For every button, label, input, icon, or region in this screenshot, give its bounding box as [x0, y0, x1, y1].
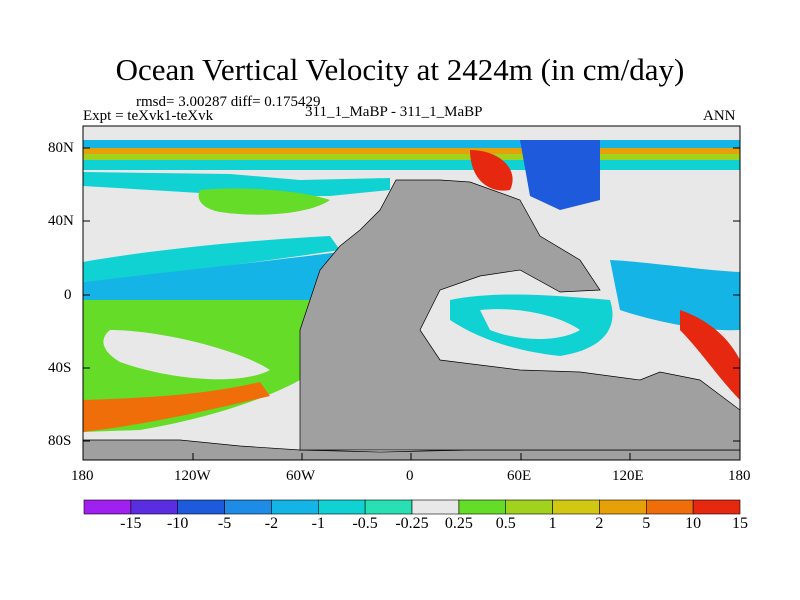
- colorbar-swatch: [692, 499, 741, 515]
- southern-ocean-warm: [83, 382, 270, 432]
- north-pacific-green: [198, 188, 330, 215]
- lat-label-80n: 80N: [48, 140, 74, 156]
- colorbar-label: 2: [595, 515, 604, 532]
- colorbar-swatch: [317, 499, 366, 515]
- lat-label-40n: 40N: [48, 213, 74, 229]
- lon-label-120e: 120E: [612, 468, 644, 484]
- colorbar-label: 10: [685, 515, 702, 532]
- continents-land: [299, 179, 740, 451]
- colorbar-swatch: [364, 499, 413, 515]
- lon-label-180e: 180: [728, 468, 751, 484]
- colorbar-label: -15: [120, 515, 142, 532]
- north-pacific-patch: [83, 172, 390, 196]
- colorbar-swatch: [505, 499, 553, 515]
- colorbar-label: -2: [264, 515, 279, 532]
- colorbar-label: -10: [167, 515, 189, 532]
- atlantic-red: [470, 150, 513, 191]
- colorbar-label: 0.5: [495, 515, 516, 532]
- experiment-label: Expt = teXvk1-teXvk: [83, 108, 214, 124]
- pacific-east-red: [680, 310, 740, 400]
- lat-label-80s: 80S: [48, 433, 72, 449]
- page-title: Ocean Vertical Velocity at 2424m (in cm/…: [115, 52, 685, 87]
- lon-label-120w: 120W: [174, 468, 211, 484]
- lat-label-40s: 40S: [48, 360, 72, 376]
- equatorial-pacific-blue: [83, 252, 340, 300]
- lon-label-60w: 60W: [286, 468, 316, 484]
- indian-ocean-calm: [480, 309, 580, 339]
- map-field: [83, 140, 740, 460]
- colorbar-swatch: [130, 499, 179, 515]
- colorbar-label: -0.5: [352, 515, 378, 532]
- case-label: 311_1_MaBP - 311_1_MaBP: [305, 104, 483, 120]
- colorbar-swatch: [599, 499, 647, 515]
- lat-label-0: 0: [64, 287, 72, 303]
- arctic-atlantic-blue: [520, 140, 600, 210]
- colorbar-label: -5: [217, 515, 232, 532]
- colorbar-swatch: [271, 499, 319, 515]
- colorbar-swatch: [224, 499, 272, 515]
- colorbar-label: 0.25: [444, 515, 473, 532]
- lon-label-180w: 180: [71, 468, 94, 484]
- axis-ticks: [82, 147, 741, 460]
- colorbar: [83, 499, 741, 515]
- arctic-band-lower: [83, 154, 740, 162]
- colorbar-label: 5: [642, 515, 651, 532]
- south-pacific-calm: [103, 330, 270, 380]
- pacific-east-blue: [610, 260, 740, 331]
- colorbar-swatch: [645, 499, 694, 515]
- equatorial-pacific-band: [83, 236, 340, 282]
- arctic-warm-band: [83, 148, 740, 154]
- stats-text: rmsd= 3.00287 diff= 0.175429: [136, 94, 321, 110]
- colorbar-swatch: [458, 499, 507, 515]
- colorbar-swatch: [552, 499, 600, 515]
- colorbar-label: -0.25: [395, 515, 429, 532]
- lon-label-60e: 60E: [507, 468, 532, 484]
- colorbar-label: -1: [311, 515, 325, 532]
- colorbar-swatch: [83, 499, 132, 515]
- colorbar-swatch: [411, 499, 460, 515]
- lon-label-0: 0: [406, 468, 414, 484]
- season-label: ANN: [703, 108, 736, 124]
- subarctic-band: [83, 160, 740, 170]
- colorbar-label: 15: [732, 515, 748, 532]
- colorbar-swatch: [177, 499, 225, 515]
- colorbar-label: 1: [548, 515, 557, 532]
